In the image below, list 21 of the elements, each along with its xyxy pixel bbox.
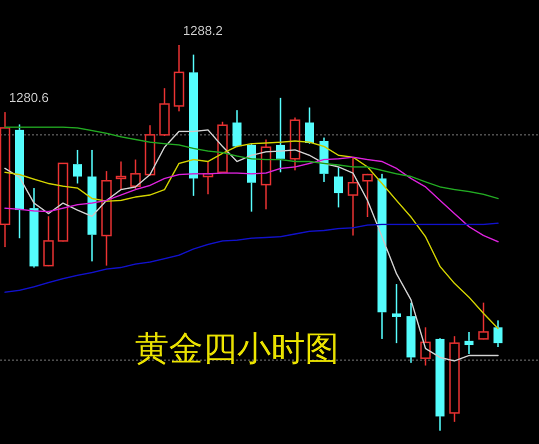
candlestick (88, 149, 96, 262)
candlestick (334, 166, 343, 208)
candlestick (73, 149, 82, 184)
candlestick (449, 335, 460, 423)
candlestick (174, 44, 184, 112)
annotation: 1280.6 (9, 90, 49, 106)
candlestick (392, 283, 401, 344)
text: 1288.2 (183, 23, 223, 38)
candlestick (378, 173, 386, 340)
candlestick (436, 337, 444, 432)
candlestick (464, 331, 474, 355)
candlestick (406, 302, 416, 364)
candlestick (202, 160, 214, 196)
candlestick (494, 320, 502, 348)
candlestick (189, 54, 198, 197)
candlestick (116, 160, 126, 190)
candlestick (0, 111, 10, 248)
candlestick (348, 156, 358, 236)
candlestick (276, 97, 285, 174)
text: 黄金四小时图 (135, 329, 339, 369)
candlestick (101, 170, 112, 266)
